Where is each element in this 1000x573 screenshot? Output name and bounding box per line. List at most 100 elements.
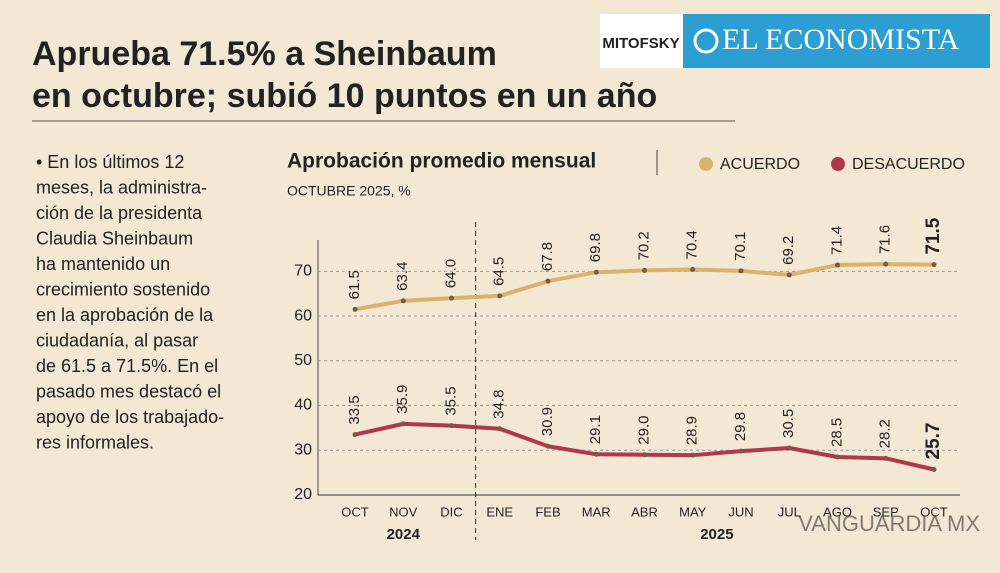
point bbox=[593, 451, 599, 457]
chart-subtitle: OCTUBRE 2025, % bbox=[287, 183, 411, 199]
point bbox=[449, 423, 454, 429]
point bbox=[690, 267, 696, 273]
value-label: 28.5 bbox=[828, 418, 845, 447]
value-label: 34.8 bbox=[491, 390, 508, 419]
point bbox=[786, 272, 792, 278]
x-tick-label: OCT bbox=[341, 504, 369, 519]
pollster-logo-box bbox=[600, 14, 683, 68]
publisher-logo: EL ECONOMISTA bbox=[722, 23, 960, 56]
y-tick-label: 50 bbox=[294, 352, 312, 369]
value-label: 28.9 bbox=[684, 416, 701, 445]
x-tick-label: DIC bbox=[440, 504, 462, 519]
x-tick-label: JUN bbox=[728, 504, 753, 519]
y-tick-label: 20 bbox=[294, 486, 312, 503]
publisher-logo-icon bbox=[693, 28, 719, 54]
x-tick-label: NOV bbox=[389, 504, 418, 519]
point bbox=[400, 421, 406, 427]
point bbox=[545, 443, 551, 449]
body-line: ha mantenido un bbox=[36, 254, 170, 274]
legend-label: DESACUERDO bbox=[852, 156, 965, 173]
body-line: en la aprobación de la bbox=[36, 305, 214, 325]
value-label: 70.1 bbox=[732, 232, 749, 261]
pollster-logo: MITOFSKY bbox=[602, 35, 679, 52]
point bbox=[931, 467, 937, 472]
value-label: 29.8 bbox=[732, 412, 749, 441]
x-tick-label: AGO bbox=[823, 504, 852, 519]
point bbox=[690, 452, 696, 458]
value-label: 64.0 bbox=[442, 259, 459, 288]
value-label: 71.6 bbox=[877, 225, 894, 254]
point bbox=[642, 452, 647, 458]
value-label: 25.7 bbox=[923, 423, 944, 460]
body-line: res informales. bbox=[36, 432, 154, 452]
value-label: 33.5 bbox=[346, 395, 363, 424]
body-line: pasado mes destacó el bbox=[36, 381, 221, 401]
y-tick-label: 70 bbox=[294, 263, 312, 280]
x-tick-label: ABR bbox=[631, 504, 658, 519]
value-label: 35.9 bbox=[394, 385, 411, 414]
body-line: ciudadanía, al pasar bbox=[36, 330, 198, 350]
value-label: 71.5 bbox=[923, 217, 944, 254]
x-tick-label: OCT bbox=[920, 504, 948, 519]
value-label: 71.4 bbox=[828, 226, 845, 255]
point bbox=[352, 306, 358, 312]
x-tick-label: JUL bbox=[778, 504, 801, 519]
point bbox=[449, 295, 454, 301]
point bbox=[642, 267, 647, 273]
body-text: • En los últimos 12 meses, la administra-… bbox=[36, 152, 224, 453]
x-tick-label: MAY bbox=[679, 504, 707, 519]
body-line: ción de la presidenta bbox=[36, 203, 203, 223]
point bbox=[835, 454, 840, 460]
legend-swatch bbox=[831, 157, 845, 171]
value-label: 63.4 bbox=[394, 262, 411, 291]
chart: 20 30 40 50 60 70 OCT NOV DIC ENE FEB MAR ABR MAY JUN J… bbox=[294, 156, 965, 543]
point bbox=[835, 262, 840, 268]
legend-label: ACUERDO bbox=[720, 156, 800, 173]
x-tick-label: FEB bbox=[535, 504, 560, 519]
headline: en octubre; subió 10 puntos en un año bbox=[32, 77, 657, 115]
chart-title: Aprobación promedio mensual bbox=[287, 150, 596, 173]
value-label: 64.5 bbox=[491, 257, 508, 286]
point bbox=[738, 448, 744, 454]
value-label: 69.8 bbox=[587, 233, 604, 262]
value-label: 30.9 bbox=[539, 407, 556, 436]
value-label: 29.1 bbox=[587, 415, 604, 444]
point bbox=[786, 445, 792, 451]
body-line: crecimiento sostenido bbox=[36, 279, 210, 299]
x-group-label: 2024 bbox=[387, 526, 421, 543]
body-line: de 61.5 a 71.5%. En el bbox=[36, 356, 218, 376]
body-line: • En los últimos 12 bbox=[36, 152, 184, 172]
point bbox=[593, 269, 599, 275]
x-tick-label: ENE bbox=[486, 504, 513, 519]
value-label: 35.5 bbox=[442, 386, 459, 415]
x-group-label: 2025 bbox=[700, 526, 733, 543]
value-label: 29.0 bbox=[635, 416, 652, 445]
publisher-logo-box bbox=[683, 14, 990, 68]
y-tick-label: 40 bbox=[294, 397, 312, 414]
point bbox=[497, 293, 503, 299]
y-tick-label: 60 bbox=[294, 307, 312, 324]
value-label: 61.5 bbox=[346, 270, 363, 299]
headline: Aprueba 71.5% a Sheinbaum bbox=[32, 35, 497, 73]
point bbox=[738, 268, 744, 274]
value-label: 69.2 bbox=[780, 236, 797, 265]
value-label: 67.8 bbox=[539, 242, 556, 271]
point bbox=[883, 455, 889, 461]
point bbox=[931, 262, 937, 268]
body-line: apoyo de los trabajado- bbox=[36, 407, 224, 427]
x-tick-label: SEP bbox=[873, 504, 899, 519]
watermark: VANGUARDIA MX bbox=[798, 511, 980, 536]
point bbox=[545, 278, 551, 284]
body-line: Claudia Sheinbaum bbox=[36, 228, 193, 248]
point bbox=[352, 432, 358, 438]
x-tick-label: MAR bbox=[582, 504, 611, 519]
value-label: 70.2 bbox=[635, 231, 652, 260]
legend-swatch bbox=[699, 157, 713, 171]
value-label: 30.5 bbox=[780, 409, 797, 438]
y-tick-label: 30 bbox=[294, 441, 312, 458]
point bbox=[400, 298, 406, 304]
value-label: 28.2 bbox=[877, 419, 894, 448]
point bbox=[497, 426, 503, 432]
